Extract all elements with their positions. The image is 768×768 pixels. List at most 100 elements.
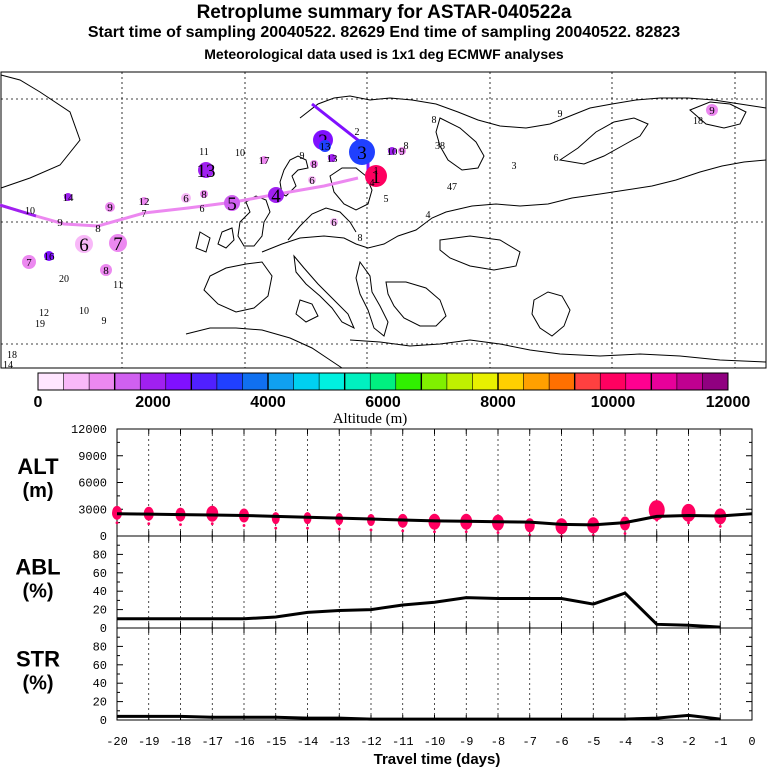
map-frame <box>0 71 767 369</box>
altitude-marker-tail <box>115 521 119 525</box>
panel-str: 80 60 40 20 0 STR(%) <box>16 627 753 728</box>
map-day-label: 9 <box>107 202 113 214</box>
y-tick-label: 60 <box>93 567 107 581</box>
panel-abl: 80 60 40 20 0 ABL(%) <box>15 535 753 636</box>
altitude-marker <box>681 503 696 522</box>
series-line-alt <box>116 512 753 527</box>
map-day-label: 16 <box>44 251 56 263</box>
altitude-marker <box>271 512 280 525</box>
map-marker <box>140 197 148 205</box>
map-day-label: 10 <box>25 206 35 217</box>
map-panel: 1234567891067461378812914161110179136813… <box>0 71 767 371</box>
x-tick-label: -2 <box>681 735 695 749</box>
map-marker <box>310 160 318 168</box>
x-tick-label: -19 <box>138 735 160 749</box>
y-tick-label: 40 <box>93 677 107 691</box>
colorbar-swatch <box>344 373 371 390</box>
sampling-times: Start time of sampling 20040522. 82629 E… <box>87 24 681 41</box>
x-tick-label: 0 <box>748 735 755 749</box>
map-marker <box>198 162 214 178</box>
altitude-marker-tail <box>337 527 341 531</box>
map-day-label: 3 <box>357 143 367 164</box>
colorbar-swatch <box>242 373 269 390</box>
altitude-marker <box>112 505 122 520</box>
panel-ylabel: ALT <box>17 454 59 479</box>
map-gridlines <box>1 72 766 368</box>
x-tick-label: -6 <box>554 735 568 749</box>
map-day-label: 5 <box>384 194 389 205</box>
colorbar-tick-label: 10000 <box>591 394 636 411</box>
map-day-label: 4 <box>271 186 281 207</box>
altitude-marker-tail <box>718 524 722 528</box>
map-day-label: 12 <box>139 196 150 208</box>
y-tick-label: 80 <box>93 640 107 654</box>
series-line-str <box>117 713 721 721</box>
map-marker <box>268 187 284 203</box>
x-tick-label: -10 <box>424 735 446 749</box>
colorbar-swatch <box>370 373 397 390</box>
colorbar-swatch <box>625 373 652 390</box>
map-marker <box>365 165 387 187</box>
panel-yunit: (m) <box>22 480 53 502</box>
altitude-marker-tail <box>369 528 373 532</box>
map-marker <box>44 251 54 261</box>
colorbar-swatch <box>191 373 218 390</box>
series-line-abl <box>117 591 721 629</box>
map-day-label: 8 <box>432 115 437 126</box>
map-marker <box>100 264 112 276</box>
colorbar-swatch <box>89 373 116 390</box>
colorbar-swatch <box>651 373 678 390</box>
map-marker <box>328 154 336 162</box>
map-day-label: 10 <box>235 148 245 159</box>
retroplume-trajectories: 1234567891067461378812914161110179136813… <box>0 102 718 371</box>
map-day-label: 9 <box>300 151 305 162</box>
y-tick-label: 60 <box>93 659 107 673</box>
map-day-label: 8 <box>358 233 363 244</box>
map-day-label: 17 <box>259 155 271 167</box>
x-tick-label: -15 <box>265 735 287 749</box>
altitude-marker-tail <box>433 530 436 534</box>
colorbar-swatch <box>140 373 167 390</box>
map-day-label: 9 <box>399 146 405 158</box>
altitude-marker-tail <box>242 524 246 527</box>
trajectory-path-early <box>0 203 37 218</box>
altitude-marker-tail <box>464 530 468 534</box>
map-day-label: 47 <box>447 182 457 193</box>
colorbar-tick-label: 6000 <box>365 394 401 411</box>
trajectory-path <box>0 176 359 228</box>
map-markers: 1234567891067461378812914161110179136813… <box>3 104 718 371</box>
altitude-marker-tail <box>655 518 659 522</box>
y-tick-label: 20 <box>93 604 107 618</box>
x-tick-label: -3 <box>650 735 664 749</box>
colorbar-tick-label: 0 <box>34 394 43 411</box>
altitude-marker-tail <box>401 529 405 533</box>
map-day-label: 9 <box>558 109 563 120</box>
x-tick-label: -7 <box>523 735 537 749</box>
colorbar-axis-label: Altitude (m) <box>333 411 408 427</box>
map-day-label: 6 <box>331 217 337 229</box>
altitude-marker <box>555 518 568 535</box>
altitude-marker-tail <box>274 526 278 530</box>
map-day-label: 13 <box>320 141 332 153</box>
map-day-label: 6 <box>200 204 205 215</box>
colorbar-swatch <box>472 373 499 390</box>
map-day-label: 18 <box>7 350 17 361</box>
time-series-panels: 120009000600030000ALT(m)806040200ABL(%)8… <box>15 423 755 768</box>
x-tick-label: -14 <box>297 735 319 749</box>
y-tick-label: 3000 <box>78 503 107 517</box>
colorbar-swatch <box>63 373 90 390</box>
map-day-label: 38 <box>435 141 445 152</box>
x-tick-label: -20 <box>106 735 128 749</box>
colorbar-swatch <box>498 373 525 390</box>
coastlines <box>0 74 767 369</box>
map-day-label: 8 <box>103 265 109 277</box>
map-marker <box>105 202 115 212</box>
y-tick-label: 9000 <box>78 450 107 464</box>
map-day-label: 11 <box>199 147 209 158</box>
y-tick-label: 40 <box>93 585 107 599</box>
map-day-label: 9 <box>709 105 715 117</box>
map-day-label: 7 <box>26 257 32 269</box>
panel-ylabel: ABL <box>15 555 60 580</box>
colorbar-swatch <box>319 373 346 390</box>
